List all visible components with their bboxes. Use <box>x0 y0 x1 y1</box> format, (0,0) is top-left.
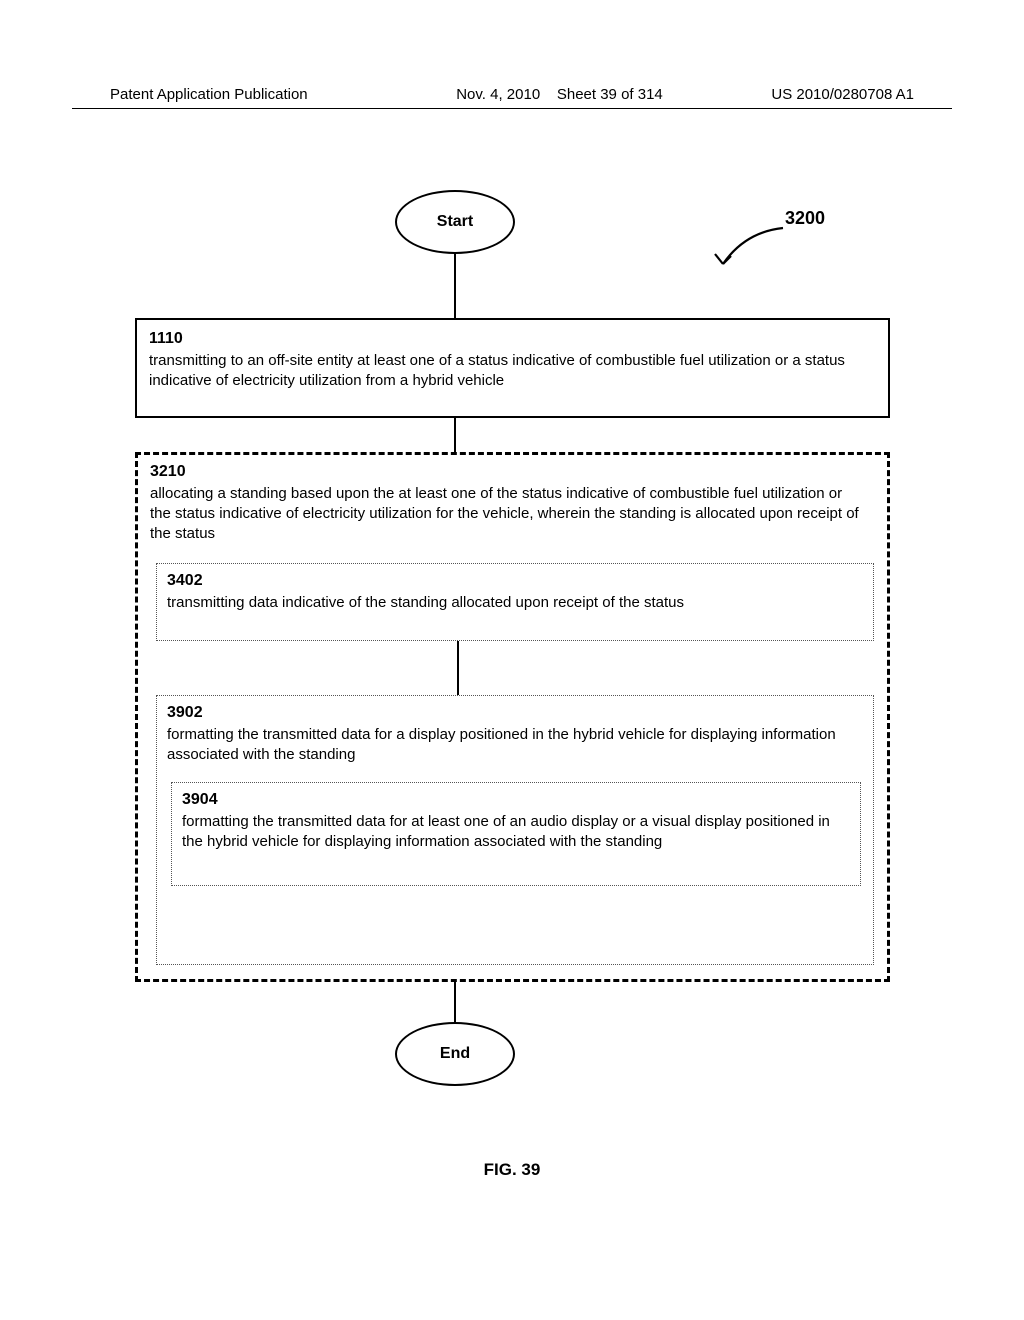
connector-3210-end <box>454 982 456 1022</box>
header-rule <box>72 108 952 109</box>
start-label: Start <box>437 213 473 231</box>
block-3402: 3402 transmitting data indicative of the… <box>156 563 874 641</box>
header-publication: Patent Application Publication <box>110 86 308 103</box>
header-pubno: US 2010/0280708 A1 <box>771 86 914 103</box>
page-header: Patent Application Publication Nov. 4, 2… <box>0 86 1024 103</box>
connector-start-1110 <box>454 254 456 318</box>
block-1110: 1110 transmitting to an off-site entity … <box>135 318 890 418</box>
block-3902-num: 3902 <box>167 702 863 723</box>
header-date-sheet: Nov. 4, 2010 Sheet 39 of 314 <box>456 86 663 103</box>
block-3210: 3210 allocating a standing based upon th… <box>150 461 867 544</box>
block-1110-num: 1110 <box>149 328 876 349</box>
block-1110-text: transmitting to an off-site entity at le… <box>149 352 845 389</box>
block-3402-num: 3402 <box>167 570 863 591</box>
block-3210-group: 3210 allocating a standing based upon th… <box>135 452 890 982</box>
block-3904-num: 3904 <box>182 789 850 810</box>
block-3904: 3904 formatting the transmitted data for… <box>171 782 861 886</box>
block-3210-num: 3210 <box>150 461 867 482</box>
block-3902: 3902 formatting the transmitted data for… <box>156 695 874 965</box>
block-3402-text: transmitting data indicative of the stan… <box>167 594 684 611</box>
figure-ref-number: 3200 <box>785 208 825 229</box>
figure-ref-arrow: 3200 <box>675 208 835 268</box>
end-node: End <box>395 1022 515 1086</box>
connector-3402-3902 <box>457 641 459 695</box>
block-3904-text: formatting the transmitted data for at l… <box>182 813 830 850</box>
header-sheet: Sheet 39 of 314 <box>557 86 663 103</box>
end-label: End <box>440 1045 470 1063</box>
block-3902-text: formatting the transmitted data for a di… <box>167 726 836 763</box>
connector-1110-3210 <box>454 418 456 452</box>
page-root: Patent Application Publication Nov. 4, 2… <box>0 0 1024 1320</box>
start-node: Start <box>395 190 515 254</box>
figure-caption: FIG. 39 <box>0 1160 1024 1180</box>
header-date: Nov. 4, 2010 <box>456 86 540 103</box>
block-3902-body: 3902 formatting the transmitted data for… <box>167 702 863 765</box>
block-3210-text: allocating a standing based upon the at … <box>150 485 859 542</box>
